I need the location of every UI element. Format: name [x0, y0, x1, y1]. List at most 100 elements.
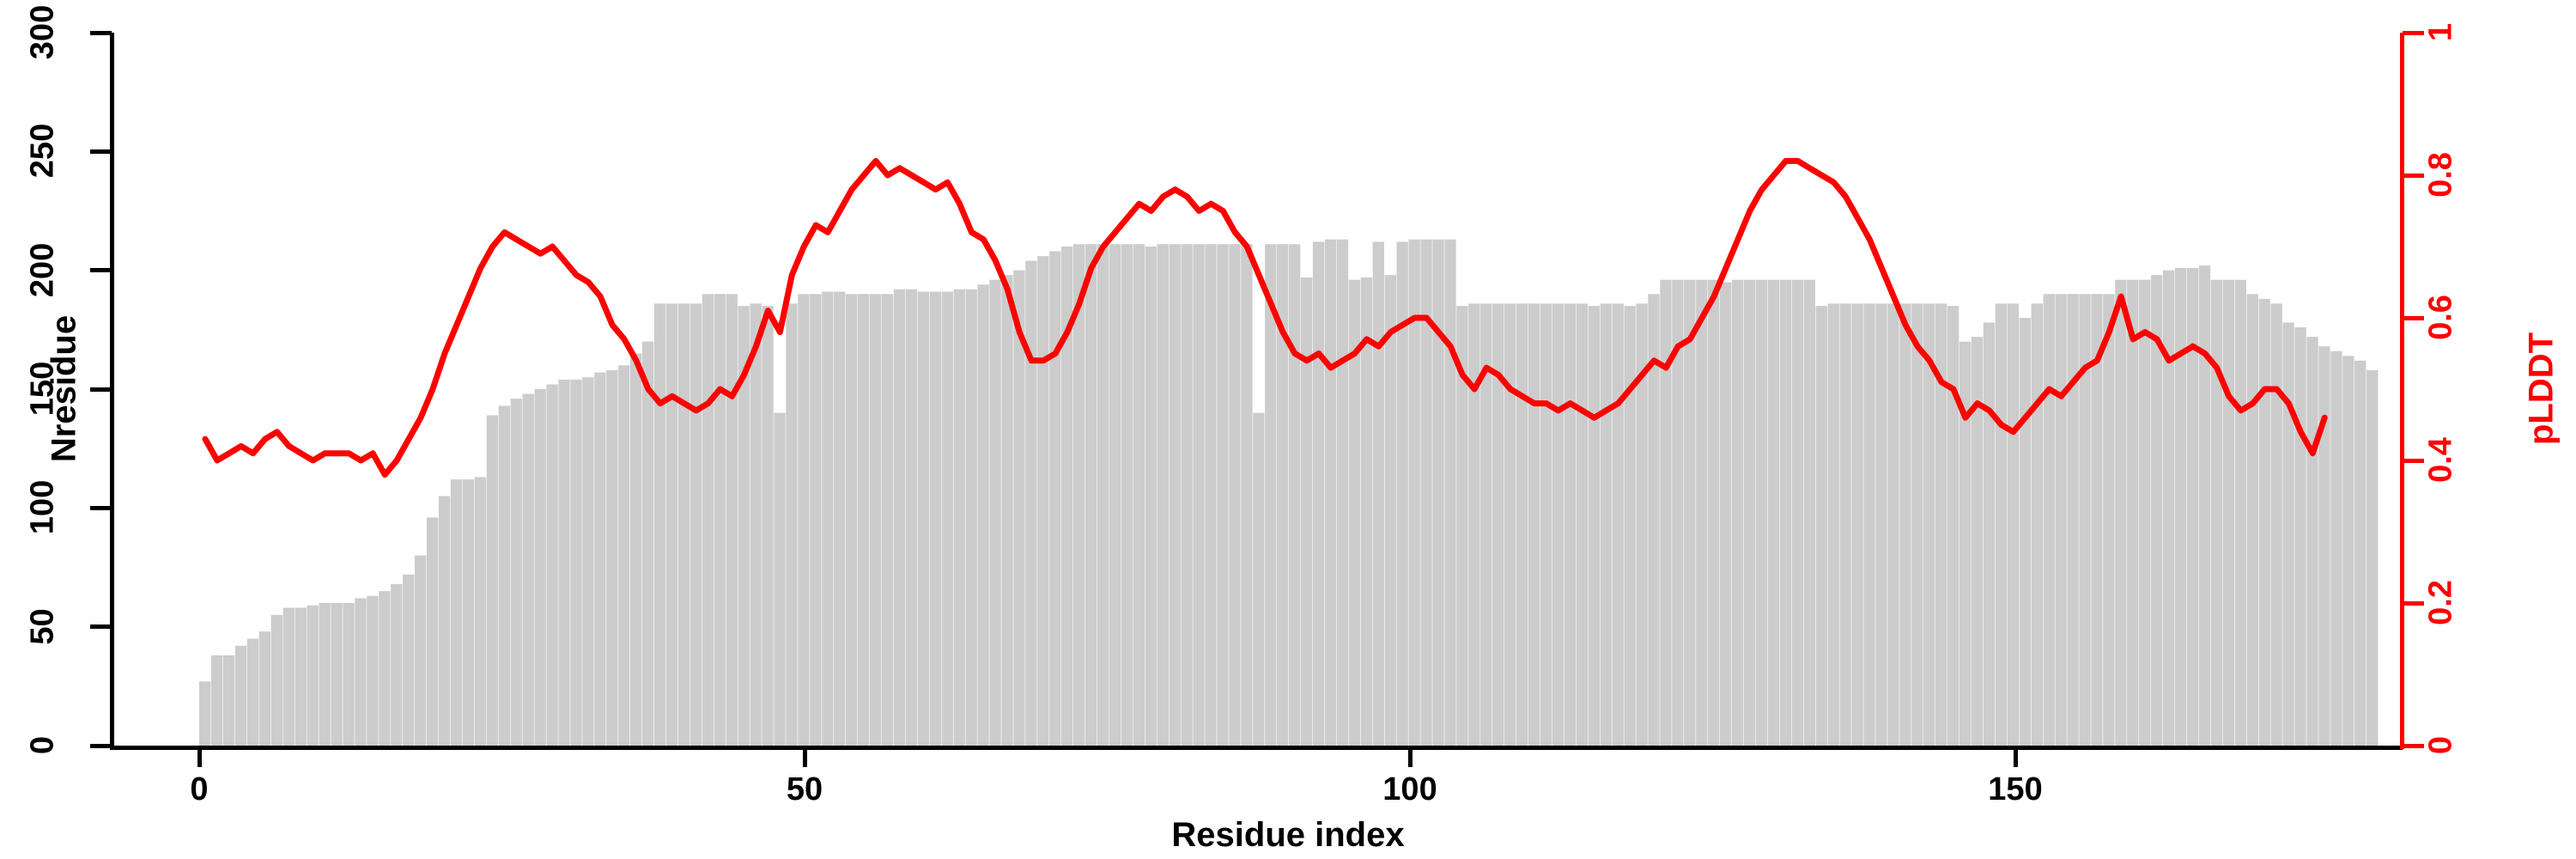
bar: [1516, 303, 1528, 746]
y-tick-label: 300: [24, 4, 61, 60]
bar: [2246, 294, 2258, 746]
bar: [1013, 270, 1025, 746]
y2-tick: [2403, 30, 2424, 35]
bar: [1229, 244, 1241, 746]
bar: [1528, 303, 1540, 746]
bar: [403, 574, 415, 746]
y-tick: [90, 149, 112, 154]
bar: [391, 583, 403, 746]
bar: [1612, 303, 1624, 746]
bar: [474, 477, 487, 746]
bar: [450, 479, 463, 746]
bar: [498, 405, 510, 746]
bar: [222, 655, 235, 746]
y2-tick: [2403, 600, 2424, 606]
bar: [1911, 303, 1923, 746]
bar: [1121, 244, 1133, 746]
bar: [331, 603, 343, 746]
bar: [319, 603, 331, 746]
y-tick-label: 50: [24, 608, 61, 645]
bar: [1072, 244, 1085, 746]
bar: [2258, 298, 2270, 746]
bar: [1384, 275, 1396, 746]
bar: [1408, 239, 1420, 746]
y-tick: [90, 624, 112, 630]
bar: [2007, 303, 2020, 746]
bar: [1432, 239, 1444, 746]
bar: [2079, 294, 2091, 746]
x-axis-line: [110, 746, 2403, 750]
bar: [1696, 279, 1708, 746]
bar: [798, 294, 810, 746]
bar: [199, 681, 211, 746]
y2-tick-label: 0.2: [2422, 580, 2459, 625]
bar: [1947, 306, 1959, 746]
bar: [953, 289, 965, 746]
bar: [2103, 294, 2115, 746]
y2-tick: [2403, 173, 2424, 178]
bar: [1923, 303, 1935, 746]
bar: [1743, 279, 1756, 746]
bar: [2151, 275, 2163, 746]
bar: [1636, 303, 1648, 746]
bar: [2234, 279, 2247, 746]
bar: [1576, 303, 1589, 746]
bar: [258, 631, 271, 746]
bar: [846, 294, 858, 746]
bar: [270, 614, 283, 746]
bar: [2306, 337, 2318, 746]
bar: [438, 496, 451, 746]
bar: [1899, 303, 1911, 746]
bar: [1755, 279, 1768, 746]
x-tick: [802, 746, 807, 767]
bar: [810, 294, 822, 746]
bar: [917, 291, 930, 746]
bar: [1001, 275, 1013, 746]
bar: [367, 595, 379, 746]
bar: [1971, 337, 1984, 746]
bar: [246, 638, 259, 746]
bar: [2342, 356, 2354, 746]
bar: [726, 294, 738, 746]
bar: [1935, 303, 1947, 746]
bar: [2127, 279, 2139, 746]
bar: [1181, 244, 1193, 746]
bar: [283, 607, 295, 746]
bar: [1863, 303, 1875, 746]
bar: [2222, 279, 2235, 746]
bar: [210, 655, 223, 746]
x-tick-label: 150: [1988, 771, 2043, 807]
bar: [1312, 241, 1325, 746]
bar: [1839, 303, 1851, 746]
bar: [1851, 303, 1863, 746]
bar: [1277, 244, 1289, 746]
bar: [834, 291, 846, 746]
bar: [534, 389, 546, 746]
bar: [379, 591, 391, 746]
bar: [618, 365, 630, 746]
bar: [929, 291, 941, 746]
bar: [714, 294, 726, 746]
y2-tick: [2403, 743, 2424, 748]
bar: [2282, 322, 2294, 746]
bar: [738, 306, 750, 746]
bar: [2198, 265, 2211, 746]
bar: [1360, 277, 1373, 746]
y-axis-line: [110, 33, 114, 749]
bar: [2115, 279, 2127, 746]
bar: [2067, 294, 2079, 746]
plddt-line-series: [202, 157, 2328, 478]
bar: [774, 412, 786, 746]
bar: [558, 379, 570, 746]
bar: [1731, 279, 1744, 746]
bar: [415, 555, 427, 746]
bar: [307, 605, 319, 746]
y-tick: [90, 743, 112, 748]
bar: [1564, 303, 1577, 746]
bar: [2031, 303, 2043, 746]
bar: [355, 598, 367, 746]
bar: [1684, 279, 1696, 746]
bar: [653, 303, 666, 746]
bar: [822, 291, 834, 746]
bar: [677, 303, 690, 746]
